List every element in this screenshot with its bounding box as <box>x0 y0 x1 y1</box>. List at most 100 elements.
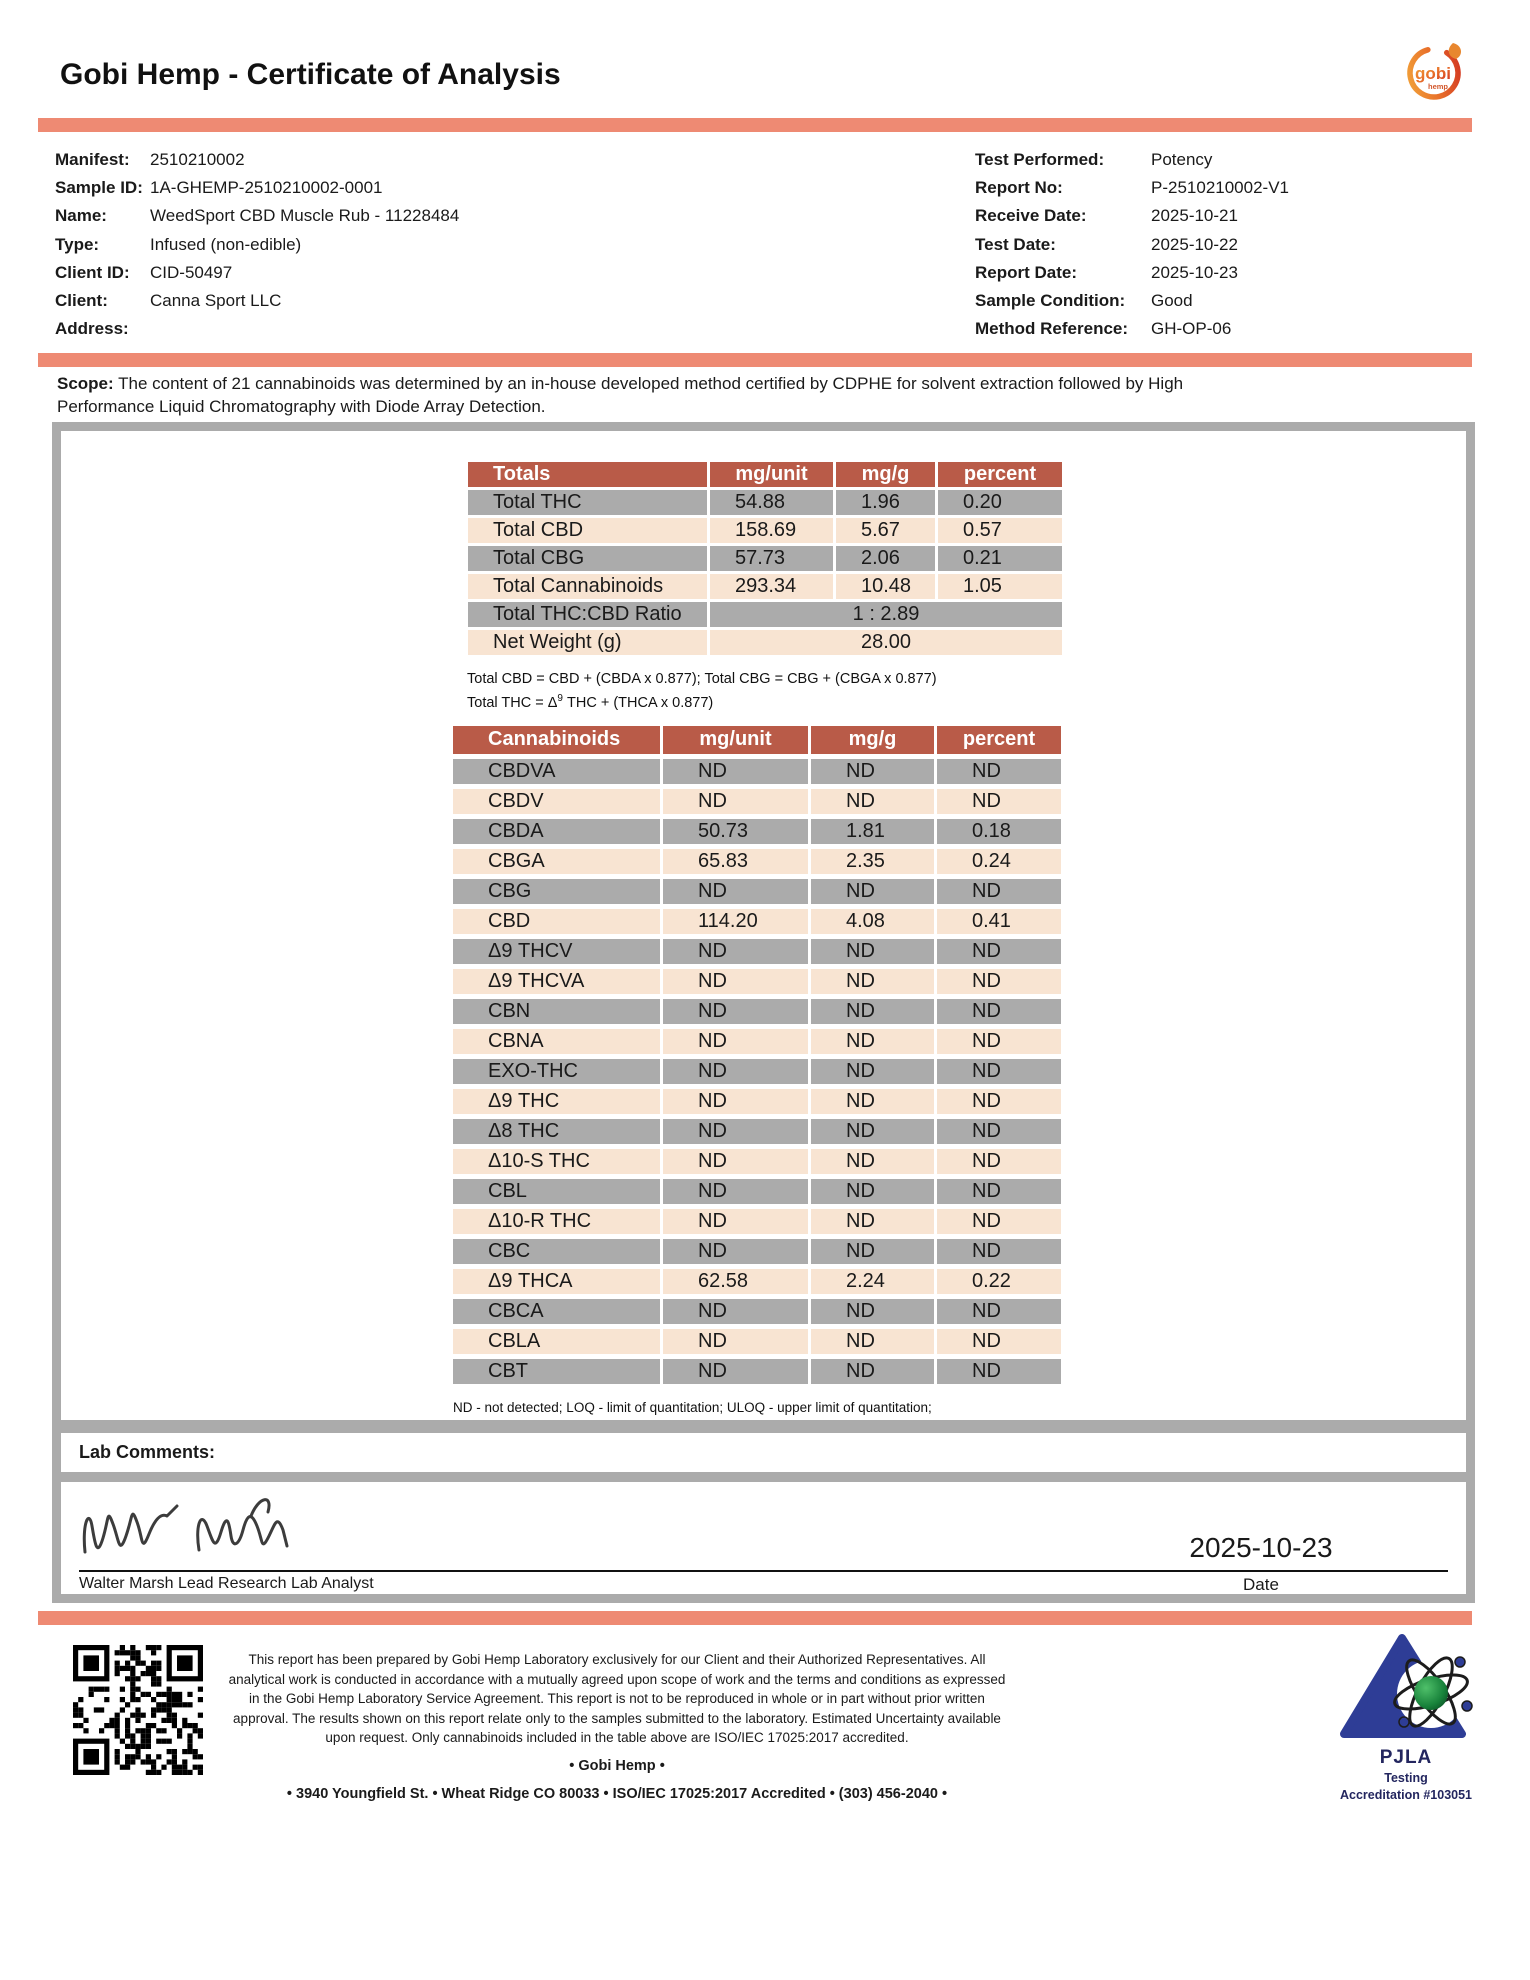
cannabinoid-name: Δ9 THCVA <box>453 968 660 994</box>
signature-date-value: 2025-10-23 <box>1189 1532 1333 1563</box>
cannabinoid-mg-unit: 65.83 <box>663 848 808 874</box>
cannabinoid-percent: ND <box>937 1358 1061 1384</box>
info-value: 2025-10-22 <box>1151 234 1238 254</box>
cannabinoid-mg-g: ND <box>811 758 934 784</box>
pjla-accreditation-number: Accreditation #103051 <box>1339 1788 1472 1802</box>
cannabinoid-name: Δ10-S THC <box>453 1148 660 1174</box>
cannabinoid-mg-g: ND <box>811 1028 934 1054</box>
cannabinoid-mg-g: 4.08 <box>811 908 934 934</box>
lab-comments-label: Lab Comments: <box>79 1442 216 1462</box>
cannabinoid-mg-g: 2.35 <box>811 848 934 874</box>
info-label: Receive Date: <box>975 206 1087 226</box>
scope-label: Scope: <box>57 374 114 393</box>
cannabinoid-name: CBT <box>453 1358 660 1384</box>
cannabinoid-mg-unit: ND <box>663 1088 808 1114</box>
cannabinoid-mg-g: ND <box>811 1058 934 1084</box>
signature-section: 2025-10-23 Walter Marsh Lead Research La… <box>61 1482 1466 1594</box>
gray-divider <box>61 1420 1466 1433</box>
cannabinoid-percent: ND <box>937 1088 1061 1114</box>
cannabinoid-row: CBDA 50.73 1.81 0.18 <box>453 818 1061 844</box>
cannabinoid-mg-unit: 62.58 <box>663 1268 808 1294</box>
cannabinoids-footnote: ND - not detected; LOQ - limit of quanti… <box>453 1399 932 1415</box>
info-label: Type: <box>55 234 100 254</box>
date-label: Date <box>1243 1575 1279 1594</box>
analyst-name-title: Walter Marsh Lead Research Lab Analyst <box>79 1575 374 1592</box>
totals-row-mg-unit: 158.69 <box>710 518 833 543</box>
lab-comments-section: Lab Comments: <box>61 1433 1466 1472</box>
cannabinoid-percent: 0.22 <box>937 1268 1061 1294</box>
totals-header-mg-g: mg/g <box>836 462 935 487</box>
cannabinoid-name: CBDV <box>453 788 660 814</box>
divider-bar-footer <box>38 1611 1472 1625</box>
cannabinoid-row: Δ8 THC ND ND ND <box>453 1118 1061 1144</box>
cannabinoid-percent: ND <box>937 878 1061 904</box>
info-row: Manifest: 2510210002 <box>55 146 459 174</box>
cannabinoid-percent: ND <box>937 1298 1061 1324</box>
info-row: Report Date: 2025-10-23 <box>975 259 1289 287</box>
cannabinoid-mg-unit: ND <box>663 1118 808 1144</box>
cannabinoid-mg-g: ND <box>811 788 934 814</box>
cannabinoid-name: Δ9 THCV <box>453 938 660 964</box>
cannabinoid-row: CBDVA ND ND ND <box>453 758 1061 784</box>
info-value: CID-50497 <box>150 262 233 282</box>
pjla-logo-graphic <box>1340 1634 1473 1738</box>
cannabinoid-mg-unit: ND <box>663 1238 808 1264</box>
cannabinoid-percent: ND <box>937 1208 1061 1234</box>
cannabinoid-percent: 0.24 <box>937 848 1061 874</box>
totals-row-name: Total THC <box>468 490 707 515</box>
cannabinoid-row: Δ9 THC ND ND ND <box>453 1088 1061 1114</box>
cannabinoid-name: CBDVA <box>453 758 660 784</box>
totals-footnote-line2: Total THC = Δ9 THC + (THCA x 0.877) <box>467 693 714 711</box>
page-title: Gobi Hemp - Certificate of Analysis <box>60 58 561 91</box>
info-row: Sample ID: 1A-GHEMP-2510210002-0001 <box>55 174 459 202</box>
info-value: Infused (non-edible) <box>150 234 302 254</box>
cannabinoid-name: CBD <box>453 908 660 934</box>
info-value: 2025-10-23 <box>1151 262 1238 282</box>
scope-paragraph: Scope: The content of 21 cannabinoids wa… <box>57 372 1217 418</box>
signature <box>82 1498 289 1554</box>
scope-text: The content of 21 cannabinoids was deter… <box>57 374 1184 416</box>
info-value: P-2510210002-V1 <box>1151 178 1290 198</box>
gobi-hemp-logo-graphic: gobi hemp <box>1407 43 1462 100</box>
sample-info-left: Manifest: 2510210002 Sample ID: 1A-GHEMP… <box>55 146 459 343</box>
cannabinoid-row: CBG ND ND ND <box>453 878 1061 904</box>
cannabinoid-mg-unit: ND <box>663 998 808 1024</box>
cannabinoid-row: CBLA ND ND ND <box>453 1328 1061 1354</box>
cannabinoid-row: CBT ND ND ND <box>453 1358 1061 1384</box>
cannabinoid-name: CBN <box>453 998 660 1024</box>
totals-row-percent: 1.05 <box>938 574 1062 599</box>
cannabinoid-name: Δ10-R THC <box>453 1208 660 1234</box>
totals-row-mg-unit: 57.73 <box>710 546 833 571</box>
gobi-hemp-logo: gobi hemp <box>1400 36 1470 106</box>
cannabinoid-name: CBC <box>453 1238 660 1264</box>
cannabinoid-mg-unit: 50.73 <box>663 818 808 844</box>
qr-code <box>73 1645 203 1775</box>
leaf-icon <box>1448 43 1462 59</box>
cannabinoid-mg-unit: ND <box>663 938 808 964</box>
totals-row-mg-unit: 54.88 <box>710 490 833 515</box>
footer-company-line: • Gobi Hemp • <box>569 1757 665 1774</box>
totals-row: Total THC 54.88 1.96 0.20 <box>468 490 1062 515</box>
cannabinoid-mg-unit: ND <box>663 1358 808 1384</box>
cannabinoid-name: CBGA <box>453 848 660 874</box>
cannabinoid-percent: ND <box>937 1238 1061 1264</box>
cannabinoid-mg-g: ND <box>811 1088 934 1114</box>
cannabinoid-mg-g: ND <box>811 1208 934 1234</box>
info-value: WeedSport CBD Muscle Rub - 11228484 <box>150 206 460 226</box>
logo-subtext: hemp <box>1428 82 1448 91</box>
footer-text-block: This report has been prepared by Gobi He… <box>227 1650 1007 1804</box>
cannabinoid-mg-g: ND <box>811 1238 934 1264</box>
totals-row-mg-g: 10.48 <box>836 574 935 599</box>
signature-line <box>79 1570 1448 1572</box>
totals-footnote: Total CBD = CBD + (CBDA x 0.877); Total … <box>467 669 1466 713</box>
cannabinoid-percent: ND <box>937 1028 1061 1054</box>
pjla-name: PJLA <box>1379 1747 1433 1768</box>
cannabinoid-percent: ND <box>937 1118 1061 1144</box>
cannabinoid-row: CBDV ND ND ND <box>453 788 1061 814</box>
info-label: Report No: <box>975 178 1063 198</box>
cannabinoid-row: Δ10-R THC ND ND ND <box>453 1208 1061 1234</box>
totals-row: Total Cannabinoids 293.34 10.48 1.05 <box>468 574 1062 599</box>
totals-header-row: Totals mg/unit mg/g percent <box>468 462 1062 487</box>
cannabinoid-row: CBL ND ND ND <box>453 1178 1061 1204</box>
cannabinoid-mg-g: ND <box>811 998 934 1024</box>
